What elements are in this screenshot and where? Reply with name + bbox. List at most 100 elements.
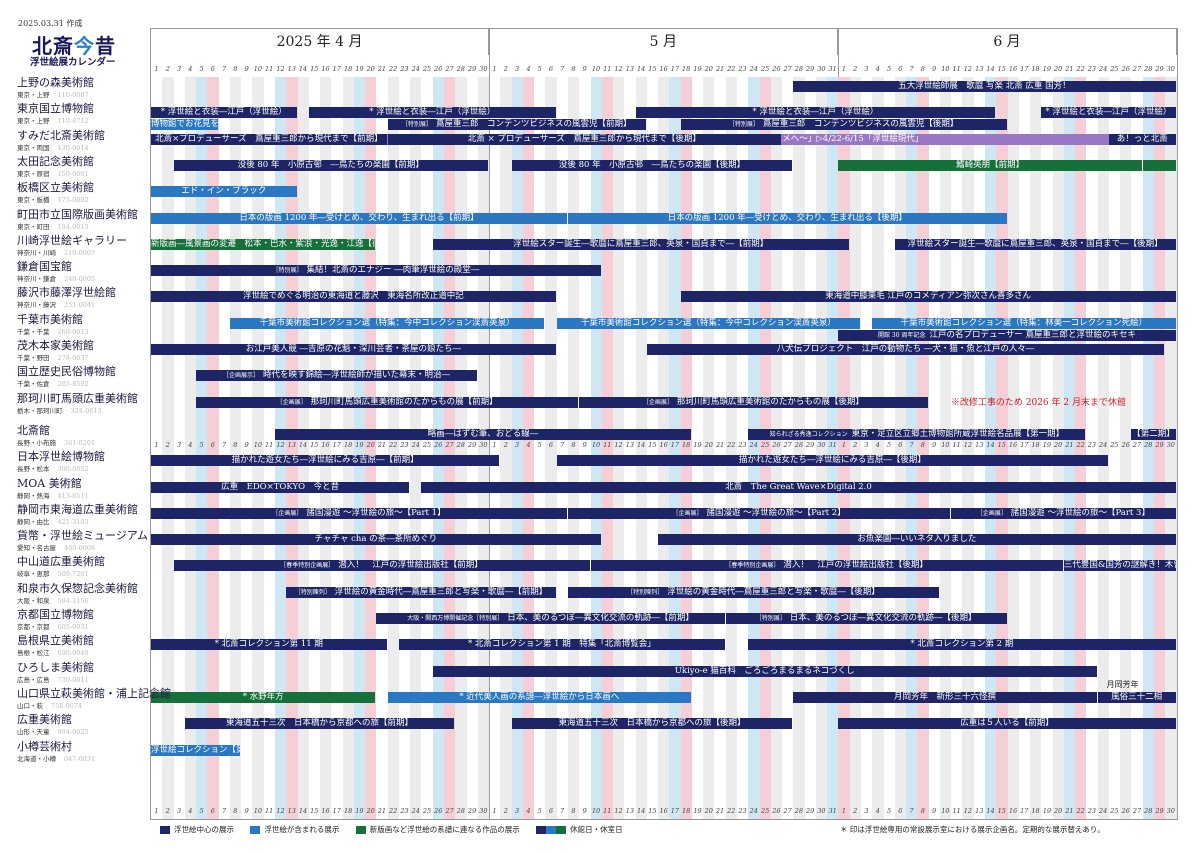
exhibition-bar[interactable]: 北斎 × プロデューサーズ 蔦屋重三郎から現代まで【後期】 bbox=[387, 133, 782, 145]
exhibition-title: 広重は５人いる【前期】 bbox=[960, 718, 1054, 729]
day-number: 15 bbox=[310, 65, 319, 73]
exhibition-bar[interactable]: ［特別展］ 日本、美のるつぼ―異文化交流の軌跡―【後期】 bbox=[725, 613, 1007, 624]
exhibition-bar[interactable]: 東海道中膝栗毛 江戸のコメディアン弥次さん喜多さん bbox=[680, 291, 1176, 303]
exhibition-bar[interactable] bbox=[1142, 159, 1176, 171]
day-number: 26 bbox=[434, 65, 443, 73]
exhibition-bar[interactable]: 日本の版画 1200 年―受けとめ、交わり、生まれ出る【前期】 bbox=[151, 212, 567, 224]
exhibition-bar[interactable]: 東海道五十三次 日本橋から京都への旅【後期】 bbox=[511, 718, 793, 730]
exhibition-title: 那珂川町馬頭広重美術館のたからもの展【前期】 bbox=[310, 396, 498, 407]
exhibition-bar[interactable]: エド・イン・ブラック bbox=[151, 186, 297, 198]
exhibition-bar[interactable]: 千葉市美術館コレクション選（特集：今中コレクション渓斎英泉） bbox=[556, 317, 860, 329]
exhibition-bar[interactable]: 描かれた遊女たち―浮世絵にみる吉原―【後期】 bbox=[556, 455, 1108, 467]
exhibition-bar[interactable]: 北斎 The Great Wave×Digital 2.0 bbox=[421, 481, 1176, 493]
day-number: 1 bbox=[154, 807, 159, 815]
exhibition-bar[interactable]: 浮世絵スター誕生―歌麿に蔦屋重三郎、英泉・国貞まで―【後期】 bbox=[894, 238, 1176, 250]
day-number: 17 bbox=[670, 441, 680, 449]
exhibition-bar[interactable]: ［企画展示］ 時代を映す錦絵―浮世絵師が描いた幕末・明治― bbox=[196, 370, 477, 382]
exhibition-bar[interactable]: ［企画展］ 諸国漫遊 ～浮世絵の旅～【Part 3】 bbox=[951, 507, 1176, 519]
exhibition-bar[interactable]: 博物館でお花見を bbox=[151, 119, 218, 131]
exhibition-bar[interactable]: 浮世絵コレクション【第３期】 bbox=[151, 744, 241, 756]
exhibition-bar[interactable]: 広重 EDO×TOKYO 今と昔 bbox=[151, 481, 410, 493]
venue-name: 京都国立博物館 京都・京都 605-0931 bbox=[17, 606, 94, 631]
exhibition-bar[interactable]: チャチャ cha の茶―茶所めぐり bbox=[151, 534, 601, 546]
exhibition-bar[interactable]: ［春季特別企画展］ 潜入！ 江戸の浮世絵出版社【後期】 bbox=[590, 560, 1063, 572]
exhibition-bar[interactable]: * 北斎コレクション第 2 期 bbox=[748, 639, 1176, 651]
exhibition-bar[interactable]: 千葉市美術館コレクション選（特集：今中コレクション渓斎英泉） bbox=[229, 317, 545, 329]
day-number: 16 bbox=[659, 65, 668, 73]
exhibition-bar[interactable]: * 浮世絵と衣装―江戸（浮世絵） bbox=[151, 107, 297, 119]
exhibition-bar[interactable]: ［特別展］ 蔦屋重三郎 コンテンツビジネスの風雲児【前期】 bbox=[387, 119, 646, 131]
exhibition-title: * 近代美人画の系譜―浮世絵から日本画へ bbox=[459, 691, 620, 702]
exhibition-bar[interactable]: 没後 80 年 小原古邨 ―鳥たちの楽園【後期】 bbox=[511, 159, 793, 171]
exhibition-bar[interactable]: 広重は５人いる【前期】 bbox=[838, 718, 1176, 730]
exhibition-bar[interactable]: ［特別展］ 蔦屋重三郎 コンテンツビジネスの風雲児【後期】 bbox=[680, 119, 1007, 131]
exhibition-bar[interactable]: 新版画―風景画の変遷 松本・巴水・紫浪・光逸・江逸【後期】 bbox=[151, 238, 376, 250]
exhibition-bar[interactable]: 三代豊国&国芳の謎解き！木曽街道 bbox=[1063, 560, 1176, 572]
exhibition-bar[interactable]: ［企画展］ 諸国漫遊 ～浮世絵の旅～【Part 2】 bbox=[567, 507, 951, 519]
exhibition-bar[interactable]: お江戸美人競 ―吉原の花魁・深川芸者・茶屋の娘たち― bbox=[151, 344, 556, 355]
day-number: 3 bbox=[864, 441, 869, 449]
exhibition-bar[interactable]: 浮世絵スター誕生―歌麿に蔦屋重三郎、英泉・国貞まで―【前期】 bbox=[432, 238, 849, 250]
exhibition-bar[interactable]: ［特別展］ 集結！北斎のエナジー ―肉筆浮世絵の殿堂― bbox=[151, 265, 601, 277]
exhibition-title: 蔦屋重三郎 コンテンツビジネスの風雲児【前期】 bbox=[436, 119, 632, 130]
exhibition-bar[interactable]: * 北斎コレクション第 11 期 bbox=[151, 639, 387, 651]
day-column bbox=[432, 77, 445, 819]
venue-name: 上野の森美術館 東京・上野 110-0007 bbox=[17, 74, 94, 99]
exhibition-bar[interactable]: ［特別陳列］ 浮世絵の黄金時代―蔦屋重三郎と写楽・歌麿―【前期】 bbox=[286, 586, 556, 598]
venue-name: 小樽芸術村 北海道・小樽 047-0031 bbox=[17, 738, 95, 763]
exhibition-bar[interactable]: 鰭崎英朋【前期】 bbox=[838, 159, 1142, 171]
exhibition-bar[interactable]: 東海道五十三次 日本橋から京都への旅【前期】 bbox=[184, 718, 455, 730]
exhibition-bar[interactable]: ［企画展］ 那珂川町馬頭広重美術館のたからもの展【前期】 bbox=[196, 396, 579, 408]
day-column bbox=[669, 77, 681, 819]
exhibition-bar[interactable]: 風俗三十二相 bbox=[1097, 691, 1176, 703]
exhibition-title: * 北斎コレクション第 2 期 bbox=[910, 639, 1014, 650]
day-number: 17 bbox=[332, 65, 341, 73]
day-number: 8 bbox=[920, 441, 925, 449]
exhibition-bar[interactable]: * 北斎コレクション第 1 期 特集「北斎博覧会」 bbox=[398, 639, 725, 651]
day-column bbox=[703, 77, 715, 819]
exhibition-bar[interactable]: * 水野年方 bbox=[151, 691, 376, 703]
exhibition-bar[interactable]: 略画―はずむ筆、おどる線― bbox=[274, 428, 691, 440]
exhibition-bar[interactable]: 日本の版画 1200 年―受けとめ、交わり、生まれ出る【後期】 bbox=[567, 212, 1007, 224]
exhibition-bar[interactable]: 五大浮世絵師展 歌麿 写楽 北斎 広重 国芳！ bbox=[793, 81, 1176, 92]
day-number: 1 bbox=[154, 65, 159, 73]
exhibition-title: 那珂川町馬頭広重美術館のたからもの展【後期】 bbox=[676, 396, 864, 407]
exhibition-bar[interactable]: * 浮世絵と衣装―江戸（浮世絵） bbox=[308, 107, 556, 119]
day-number: 18 bbox=[343, 441, 353, 449]
exhibition-bar[interactable]: 没後 80 年 小原古邨 ―鳥たちの楽園【前期】 bbox=[173, 159, 489, 171]
day-column bbox=[196, 77, 208, 819]
exhibition-bar[interactable]: 八犬伝プロジェクト 江戸の動物たち ―犬・猫・魚と江戸の人々― bbox=[646, 344, 1165, 355]
day-number: 11 bbox=[265, 65, 274, 73]
month-divider bbox=[1176, 29, 1178, 819]
exhibition-bar[interactable]: 大阪・関西万博開催記念［特別展］ 日本、美のるつぼ―異文化交流の軌跡―【前期】 bbox=[376, 613, 725, 624]
exhibition-tag: ［企画展］ bbox=[272, 509, 303, 517]
exhibition-bar[interactable]: 千葉市美術館コレクション選（特集：林美一コレクション死絵） bbox=[872, 317, 1176, 329]
exhibition-bar[interactable]: 北斎×プロデューサーズ 蔦屋重三郎から現代まで【前期】 bbox=[151, 133, 387, 145]
exhibition-title: 新版画―風景画の変遷 松本・巴水・紫浪・光逸・江逸【後期】 bbox=[151, 238, 376, 249]
exhibition-bar[interactable]: お魚楽園―いいネタ入りました bbox=[658, 534, 1176, 546]
exhibition-bar[interactable]: * 近代美人画の系譜―浮世絵から日本画へ bbox=[387, 691, 691, 703]
exhibition-title: * 浮世絵と衣装―江戸（浮世絵） bbox=[160, 107, 287, 118]
venue-name: すみだ北斎美術館 東京・両国 130-0014 bbox=[17, 127, 105, 152]
venue-zip: 730-0011 bbox=[57, 675, 89, 684]
day-number: 13 bbox=[287, 807, 296, 815]
exhibition-bar[interactable]: 知られざる秀逸コレクション 東京・足立区立郷土博物館所蔵浮世絵名品展【第一期】 bbox=[748, 428, 1086, 440]
exhibition-bar[interactable]: 【第二期】 bbox=[1131, 428, 1176, 440]
day-number: 7 bbox=[909, 65, 914, 73]
exhibition-bar[interactable]: ［企画展］ 諸国漫遊 ～浮世絵の旅～【Part 1】 bbox=[151, 507, 567, 519]
exhibition-bar[interactable]: ［企画展］ 那珂川町馬頭広重美術館のたからもの展【後期】 bbox=[579, 396, 928, 408]
exhibition-bar[interactable]: * 浮世絵と衣装―江戸（浮世絵） bbox=[635, 107, 996, 119]
exhibition-title: 風俗三十二相 bbox=[1111, 691, 1163, 702]
exhibition-bar[interactable]: 月岡芳年 新形三十六怪撰 bbox=[793, 691, 1097, 703]
exhibition-bar[interactable]: Ukiyo-e 猫百科 ごろごろまるまるネコづくし bbox=[432, 665, 1097, 677]
exhibition-bar[interactable]: 描かれた遊女たち―浮世絵にみる吉原―【前期】 bbox=[151, 455, 500, 467]
exhibition-bar[interactable]: ［春季特別企画展］ 潜入！ 江戸の浮世絵出版社【前期】 bbox=[173, 560, 590, 572]
venue-location: 長野・松本 390-0852 bbox=[17, 465, 89, 474]
exhibition-bar[interactable]: 浮世絵でめぐる明治の東海道と藤沢 東海名所改正道中記 bbox=[151, 291, 556, 303]
exhibition-bar[interactable]: 開館 30 周年記念 江戸の名プロデューサー 蔦屋重三郎と浮世絵のキセキ bbox=[838, 329, 1176, 341]
exhibition-bar[interactable]: あ！っと北斎 bbox=[1108, 133, 1176, 145]
exhibition-bar[interactable]: ［特別陳列］ 浮世絵の黄金時代―蔦屋重三郎と写楽・歌麿―【後期】 bbox=[567, 586, 939, 598]
exhibition-bar[interactable]: * 浮世絵と衣装―江戸（浮世絵） bbox=[1041, 107, 1176, 119]
day-number: 12 bbox=[963, 441, 973, 449]
day-number: 8 bbox=[233, 441, 238, 449]
